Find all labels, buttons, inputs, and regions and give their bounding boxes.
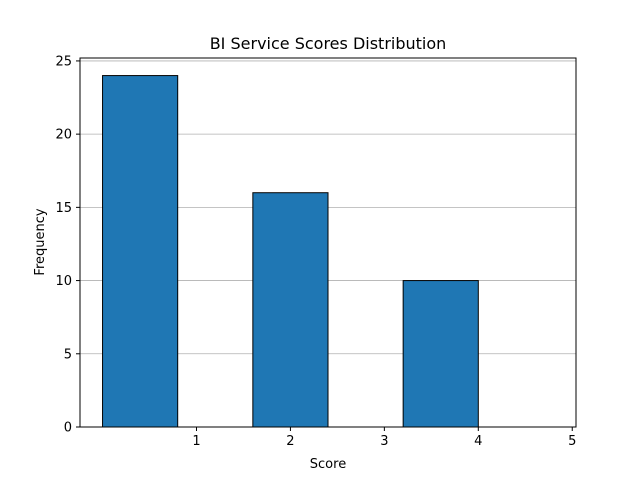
y-tick-label: 20 — [55, 128, 72, 143]
axis-ticks: 1 2 3 4 5 0 5 10 15 20 25 — [55, 54, 576, 449]
x-tick-label: 2 — [286, 434, 294, 449]
histogram-bar-0 — [102, 75, 179, 428]
x-tick-label: 1 — [192, 434, 200, 449]
y-tick-label: 5 — [64, 347, 72, 362]
plot-frame — [79, 57, 577, 428]
x-tick-label: 4 — [474, 434, 482, 449]
x-tick-label: 5 — [568, 434, 576, 449]
x-tick-label: 3 — [380, 434, 388, 449]
y-tick-label: 0 — [64, 421, 72, 436]
histogram-bar-2 — [252, 192, 329, 428]
y-tick-label: 25 — [55, 54, 72, 69]
y-tick-label: 15 — [55, 201, 72, 216]
chart-title: BI Service Scores Distribution — [210, 34, 447, 53]
x-axis-label: Score — [310, 457, 346, 472]
histogram-bar-4 — [402, 280, 479, 428]
bars — [102, 75, 479, 428]
y-axis-label: Frequency — [33, 208, 48, 275]
y-tick-label: 10 — [55, 274, 72, 289]
